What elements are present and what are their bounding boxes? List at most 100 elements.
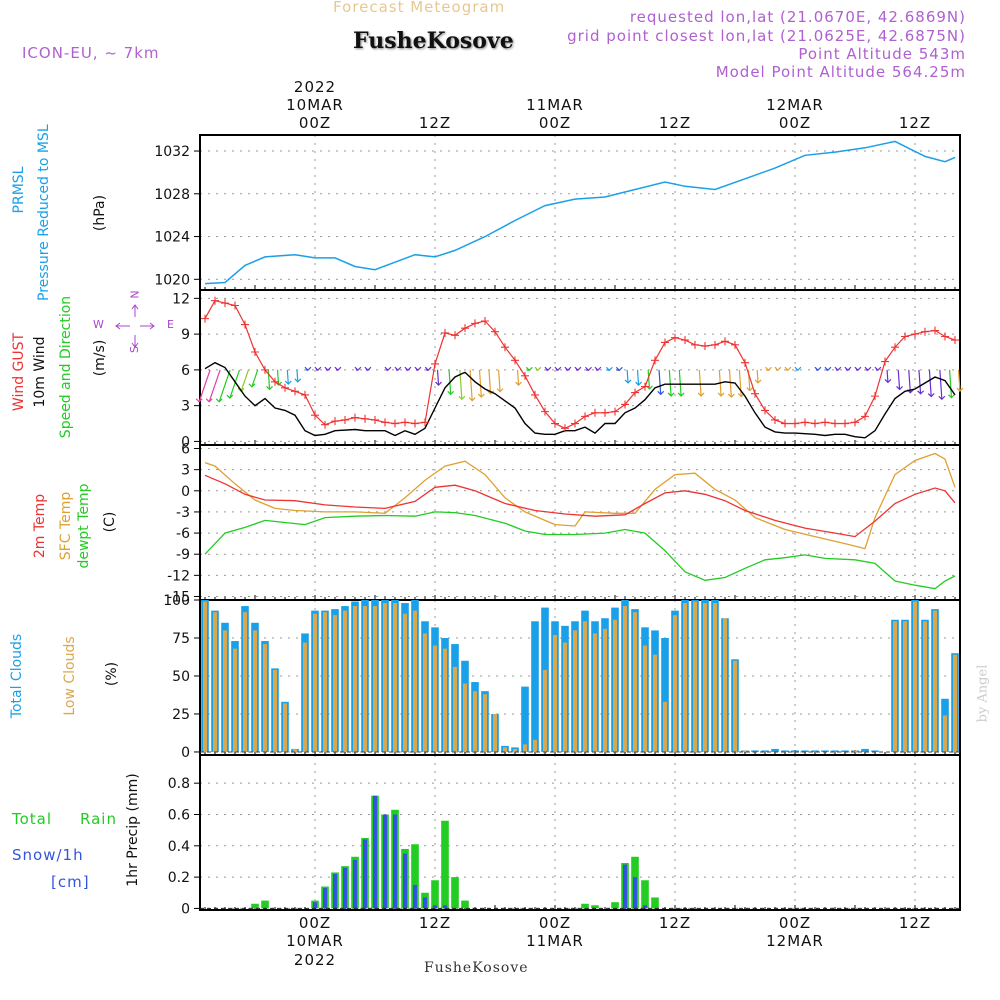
wind-arrow-head <box>917 390 925 395</box>
low-cloud-bar <box>273 669 277 752</box>
rain-bar <box>451 877 459 909</box>
speed-dir-label: Speed and Direction <box>58 295 74 439</box>
snow-bar <box>383 814 387 909</box>
wind-arrow-head <box>487 390 495 395</box>
point-altitude: Point Altitude 543m <box>798 45 966 63</box>
y-tick-label: 0.6 <box>168 807 190 823</box>
wind-arrow-head <box>624 379 632 384</box>
wind-arrow <box>657 369 665 396</box>
top-time-label: 12Z <box>899 114 931 132</box>
wind-arrow-head <box>896 386 903 391</box>
total-cloud-bar <box>341 606 349 752</box>
bottom-year-label: 2022 <box>294 951 336 969</box>
gust-marker <box>621 400 629 409</box>
requested-coords: requested lon,lat (21.0670E, 42.6869N) <box>629 8 966 26</box>
wind-arrow <box>834 366 842 372</box>
gust-marker <box>911 330 919 339</box>
rain-bar <box>421 892 429 909</box>
wind-arrow <box>594 366 602 372</box>
low-cloud-bar <box>403 613 407 752</box>
wind-arrow-head <box>384 366 392 372</box>
low-cloud-bar <box>683 603 687 752</box>
panel-frame <box>199 289 961 446</box>
low-cloud-bar <box>343 610 347 752</box>
y-tick-label: 0.2 <box>168 870 190 886</box>
gust-marker <box>761 406 769 415</box>
total-cloud-bar <box>621 600 629 752</box>
y-tick-label: 6 <box>181 363 190 379</box>
rain-bar <box>381 814 389 909</box>
bottom-time-label: 00Z <box>779 914 811 932</box>
wind-arrow <box>677 369 685 397</box>
wind-arrow <box>477 369 485 398</box>
low-cloud-bar <box>263 644 267 752</box>
gust-marker <box>201 314 209 323</box>
snow-bar <box>323 888 327 909</box>
low-cloud-bar <box>593 633 597 752</box>
rain-bar <box>581 903 589 909</box>
total-cloud-bar <box>301 633 309 752</box>
low-cloud-bar <box>733 660 737 752</box>
gust-marker <box>601 408 609 417</box>
y-tick-label: 75 <box>172 631 190 647</box>
panel-5: 0 0.2 0.4 0.6 0.8 <box>168 754 961 917</box>
rain-bar <box>651 897 659 909</box>
low-cloud-bar <box>553 634 557 752</box>
wind-arrow-shaft <box>448 369 452 395</box>
gust-marker <box>671 333 679 342</box>
wind-arrow <box>605 366 613 372</box>
rain-bar <box>441 820 449 909</box>
gust-marker <box>881 357 889 366</box>
wind-arrow <box>824 366 832 372</box>
total-cloud-bar <box>791 750 799 752</box>
total-cloud-bar <box>251 622 259 752</box>
wind-arrow-head <box>515 381 522 386</box>
gust-marker <box>941 332 949 341</box>
total-cloud-bar <box>321 610 329 752</box>
gust-marker <box>721 337 729 346</box>
low-cloud-bar <box>913 601 917 752</box>
bottom-time-label: 12Z <box>659 914 691 932</box>
wind-arrow <box>754 369 762 384</box>
y-tick-label: 0 <box>181 901 190 917</box>
snow-bar <box>623 864 627 909</box>
y-tick-label: 6 <box>181 442 190 458</box>
total-cloud-bar <box>451 644 459 752</box>
gust-marker <box>901 332 909 341</box>
y-tick-label: -9 <box>176 547 190 563</box>
wind-arrow-shaft <box>939 369 943 400</box>
gust-marker <box>411 419 419 428</box>
low-cloud-bar <box>693 601 697 752</box>
wind-arrow-head <box>354 366 362 372</box>
total-cloud-bar <box>471 682 479 752</box>
wind-arrow-head <box>824 366 832 372</box>
total-cloud-bar <box>431 627 439 752</box>
wind-arrow <box>294 369 302 383</box>
wind-arrow <box>564 366 572 372</box>
wind-arrow-shaft <box>296 369 299 382</box>
low-cloud-bar <box>713 603 717 752</box>
total-cloud-bar <box>551 621 559 752</box>
compass-e: E <box>167 318 174 331</box>
wind-arrow-head <box>864 366 872 372</box>
panel-4: 0 25 50 75 100 <box>163 593 961 761</box>
gust-marker <box>271 377 279 386</box>
gust-marker <box>291 387 299 396</box>
wind-arrow-shaft <box>229 369 241 399</box>
gust-marker <box>751 389 759 398</box>
gust-marker <box>611 407 619 416</box>
wind-arrow-head <box>774 366 782 372</box>
total-cloud-bar <box>851 750 859 752</box>
footer-location: FusheKosove <box>424 960 529 976</box>
wind-arrow <box>727 369 735 398</box>
gust-marker <box>821 418 829 427</box>
total-cloud-bar <box>651 630 659 752</box>
wind-arrow-shaft <box>267 369 271 390</box>
wind-arrow <box>896 369 903 391</box>
rain-bar <box>461 900 469 909</box>
rain-bar <box>311 900 319 909</box>
gust-marker <box>241 320 249 329</box>
total-cloud-bar <box>951 653 959 752</box>
